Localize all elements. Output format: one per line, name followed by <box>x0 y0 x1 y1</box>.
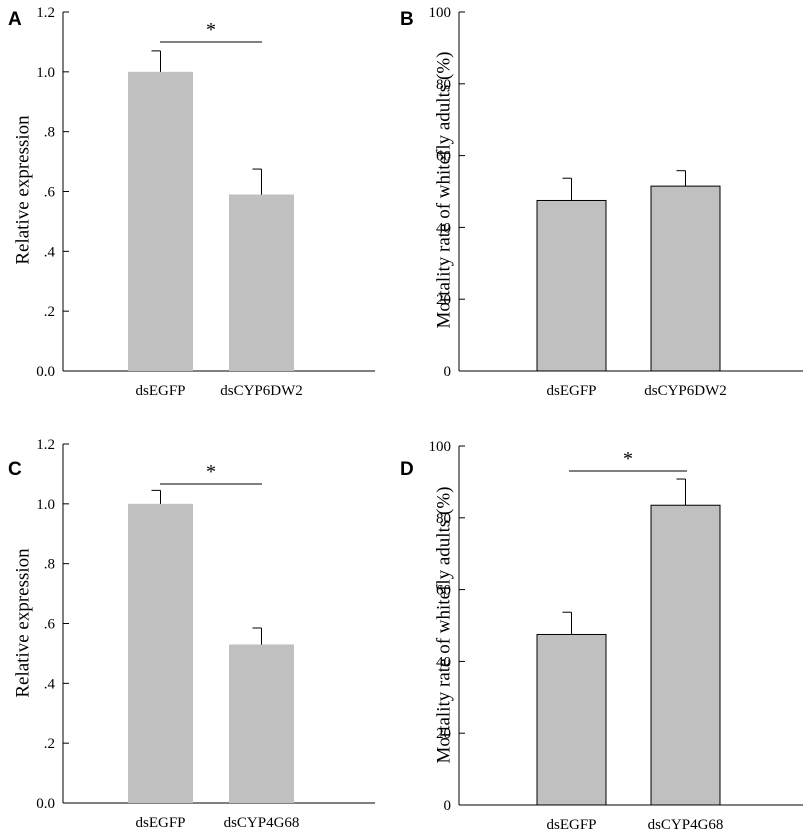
significance-star: * <box>206 19 216 41</box>
y-axis-title: Relative expression <box>13 115 34 265</box>
panel-letter: D <box>400 459 414 480</box>
y-tick-label: .4 <box>44 244 56 260</box>
y-tick-label: 1.2 <box>36 5 55 21</box>
x-category-label: dsCYP6DW2 <box>220 383 303 399</box>
x-category-label: dsEGFP <box>135 815 185 831</box>
y-tick-label: 100 <box>429 439 452 455</box>
bar-dscyp4g68 <box>229 644 294 803</box>
y-tick-label: 0.0 <box>36 364 55 380</box>
bar-dscyp6dw2 <box>650 185 721 372</box>
y-tick-label: 20 <box>436 292 451 308</box>
bar-dsegfp <box>536 633 607 806</box>
y-tick-label: 1.2 <box>36 437 55 453</box>
bar-dscyp4g68 <box>650 504 721 806</box>
y-tick-label: .6 <box>44 185 56 201</box>
x-category-label: dsCYP4G68 <box>224 815 300 831</box>
bar-dsegfp <box>128 71 193 371</box>
y-tick-label: 60 <box>436 149 451 165</box>
x-category-label: dsCYP4G68 <box>648 817 724 833</box>
x-category-label: dsEGFP <box>546 817 596 833</box>
y-tick-label: .8 <box>44 557 55 573</box>
y-axis-title: Mortality rate of whitefly adults (%) <box>434 51 455 328</box>
y-axis-title: Relative expression <box>13 548 34 698</box>
x-category-label: dsEGFP <box>135 383 185 399</box>
x-category-label: dsEGFP <box>546 383 596 399</box>
bar-dsegfp <box>536 199 607 372</box>
x-category-label: dsCYP6DW2 <box>644 383 727 399</box>
y-tick-label: 0 <box>444 364 452 380</box>
y-tick-label: .2 <box>44 736 55 752</box>
bar-dsegfp <box>128 503 193 803</box>
bar-dscyp6dw2 <box>229 194 294 371</box>
y-tick-label: 1.0 <box>36 497 55 513</box>
y-tick-label: 60 <box>436 583 451 599</box>
y-axis-title: Mortality rate of whitefly adults (%) <box>434 486 455 763</box>
y-tick-label: 20 <box>436 726 451 742</box>
y-tick-label: 80 <box>436 77 451 93</box>
y-tick-label: 40 <box>436 220 451 236</box>
panel-letter: C <box>8 459 22 480</box>
panel-letter: A <box>8 9 22 30</box>
significance-star: * <box>623 448 633 470</box>
y-tick-label: 40 <box>436 654 451 670</box>
panel-d: D 0 20 40 60 80 100 Mortality rate of whitefly … <box>400 439 803 833</box>
panel-a: A 0.0 .2 .4 .6 .8 1.0 1.2 Relative expression dsE… <box>8 5 375 399</box>
y-tick-label: 1.0 <box>36 65 55 81</box>
y-tick-label: 100 <box>429 5 452 21</box>
y-tick-label: 0.0 <box>36 796 55 812</box>
y-tick-label: 80 <box>436 511 451 527</box>
panel-b: B 0 20 40 60 80 100 Mortality rate of whitefly … <box>400 5 803 399</box>
panel-c: C 0.0 .2 .4 .6 .8 1.0 1.2 Relative expression dsE… <box>8 437 375 831</box>
y-tick-label: .4 <box>44 676 56 692</box>
y-tick-label: .2 <box>44 304 55 320</box>
significance-star: * <box>206 461 216 483</box>
y-tick-label: .8 <box>44 125 55 141</box>
panel-letter: B <box>400 9 414 30</box>
y-tick-label: .6 <box>44 617 56 633</box>
y-tick-label: 0 <box>444 798 452 814</box>
